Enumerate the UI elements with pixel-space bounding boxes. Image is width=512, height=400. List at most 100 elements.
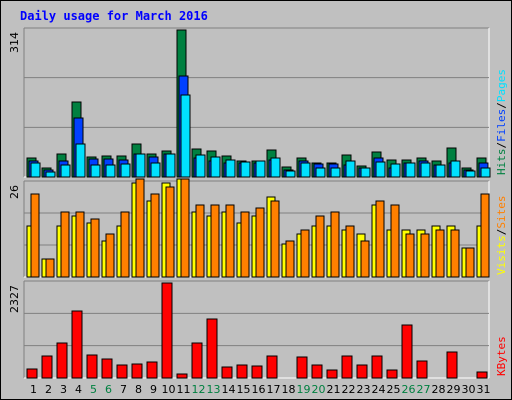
legend-item: / <box>495 102 508 109</box>
day-label-7: 7 <box>120 383 127 396</box>
bar-pages-day-7 <box>120 163 131 178</box>
legend-item: Pages <box>495 69 508 102</box>
bar-kbytes-day-24 <box>371 355 383 379</box>
day-label-20: 20 <box>312 383 326 396</box>
bar-sites-day-16 <box>255 207 265 278</box>
day-label-17: 17 <box>267 383 281 396</box>
legend-item: / <box>495 142 508 149</box>
bar-kbytes-day-10 <box>161 282 173 379</box>
day-label-28: 28 <box>432 383 446 396</box>
day-label-13: 13 <box>207 383 221 396</box>
bar-pages-day-5 <box>90 164 101 178</box>
legend-2: Visits/Sites <box>495 196 508 276</box>
day-label-25: 25 <box>387 383 401 396</box>
bar-kbytes-day-1 <box>26 368 38 379</box>
bar-sites-day-22 <box>345 225 355 278</box>
bar-pages-day-8 <box>135 153 146 178</box>
bar-pages-day-4 <box>75 143 86 178</box>
bar-pages-day-13 <box>210 156 221 178</box>
day-label-26: 26 <box>402 383 416 396</box>
bar-sites-day-26 <box>405 233 415 278</box>
bar-kbytes-day-22 <box>341 355 353 379</box>
bar-sites-day-8 <box>135 178 145 278</box>
day-label-18: 18 <box>282 383 296 396</box>
bar-kbytes-day-5 <box>86 354 98 379</box>
bar-pages-day-30 <box>465 170 476 178</box>
bar-sites-day-23 <box>360 240 370 278</box>
bar-pages-day-22 <box>345 160 356 178</box>
bar-kbytes-day-21 <box>326 369 338 379</box>
day-label-31: 31 <box>477 383 491 396</box>
day-label-21: 21 <box>327 383 341 396</box>
bar-pages-day-24 <box>375 161 386 178</box>
bar-pages-day-15 <box>240 161 251 178</box>
bar-kbytes-day-19 <box>296 356 308 379</box>
bar-pages-day-9 <box>150 162 161 178</box>
bar-sites-day-25 <box>390 204 400 278</box>
y-max-label: 2327 <box>8 285 21 313</box>
bar-sites-day-20 <box>315 215 325 278</box>
bar-kbytes-day-7 <box>116 364 128 379</box>
bar-kbytes-day-25 <box>386 369 398 379</box>
bar-sites-day-11 <box>180 178 190 278</box>
bar-kbytes-day-20 <box>311 364 323 379</box>
day-label-19: 19 <box>297 383 311 396</box>
day-label-2: 2 <box>45 383 52 396</box>
bar-sites-day-2 <box>45 258 55 278</box>
legend-1: Hits/Files/Pages <box>495 69 508 175</box>
day-label-16: 16 <box>252 383 266 396</box>
bar-kbytes-day-27 <box>416 360 428 379</box>
chart-panel-2: 26 Visits/Sites <box>8 178 508 278</box>
bar-sites-day-21 <box>330 211 340 278</box>
legend-3: KBytes <box>495 336 508 376</box>
bar-pages-day-23 <box>360 167 371 178</box>
bar-kbytes-day-11 <box>176 373 188 379</box>
bar-pages-day-27 <box>420 162 431 178</box>
bar-sites-day-28 <box>435 229 445 278</box>
bar-sites-day-15 <box>240 211 250 278</box>
legend-item: Sites <box>495 196 508 229</box>
day-label-27: 27 <box>417 383 431 396</box>
bar-kbytes-day-8 <box>131 363 143 379</box>
bar-kbytes-day-15 <box>236 364 248 379</box>
bar-sites-day-29 <box>450 229 460 278</box>
bar-sites-day-24 <box>375 200 385 278</box>
day-label-12: 12 <box>192 383 206 396</box>
bar-kbytes-day-13 <box>206 318 218 379</box>
bar-sites-day-10 <box>165 186 175 278</box>
bar-kbytes-day-29 <box>446 351 458 379</box>
bar-sites-day-27 <box>420 233 430 278</box>
bar-sites-day-6 <box>105 233 115 278</box>
bar-kbytes-day-17 <box>266 355 278 379</box>
bar-pages-day-25 <box>390 163 401 178</box>
bar-pages-day-12 <box>195 154 206 178</box>
bar-pages-day-20 <box>315 167 326 178</box>
bar-pages-day-1 <box>30 162 41 178</box>
bar-pages-day-19 <box>300 162 311 178</box>
day-label-10: 10 <box>162 383 176 396</box>
bar-pages-day-17 <box>270 157 281 178</box>
day-label-14: 14 <box>222 383 236 396</box>
day-label-23: 23 <box>357 383 371 396</box>
bar-sites-day-30 <box>465 247 475 278</box>
bar-sites-day-3 <box>60 211 70 278</box>
bar-sites-day-12 <box>195 204 205 278</box>
day-label-1: 1 <box>30 383 37 396</box>
bar-pages-day-21 <box>330 167 341 178</box>
day-label-29: 29 <box>447 383 461 396</box>
legend-item: Files <box>495 109 508 142</box>
bar-sites-day-1 <box>30 193 40 278</box>
plot-area <box>24 28 489 177</box>
day-label-11: 11 <box>177 383 191 396</box>
bar-sites-day-19 <box>300 229 310 278</box>
y-max-label: 26 <box>8 185 21 199</box>
bar-sites-day-31 <box>480 193 490 278</box>
day-label-8: 8 <box>135 383 142 396</box>
bar-sites-day-7 <box>120 211 130 278</box>
bar-kbytes-day-23 <box>356 364 368 379</box>
day-label-4: 4 <box>75 383 82 396</box>
bar-sites-day-9 <box>150 193 160 278</box>
bar-pages-day-3 <box>60 164 71 178</box>
